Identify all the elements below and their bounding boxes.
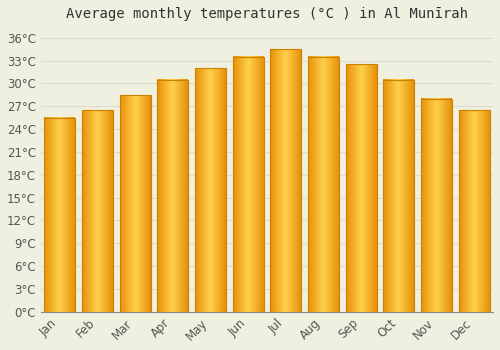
Bar <box>421 99 452 312</box>
Bar <box>44 118 75 312</box>
Bar <box>120 95 150 312</box>
Bar <box>270 49 302 312</box>
Bar <box>232 57 264 312</box>
Bar <box>195 68 226 312</box>
Bar <box>82 110 113 312</box>
Bar <box>158 79 188 312</box>
Title: Average monthly temperatures (°C ) in Al Munīrah: Average monthly temperatures (°C ) in Al… <box>66 7 468 21</box>
Bar <box>308 57 339 312</box>
Bar <box>384 79 414 312</box>
Bar <box>346 64 376 312</box>
Bar <box>459 110 490 312</box>
